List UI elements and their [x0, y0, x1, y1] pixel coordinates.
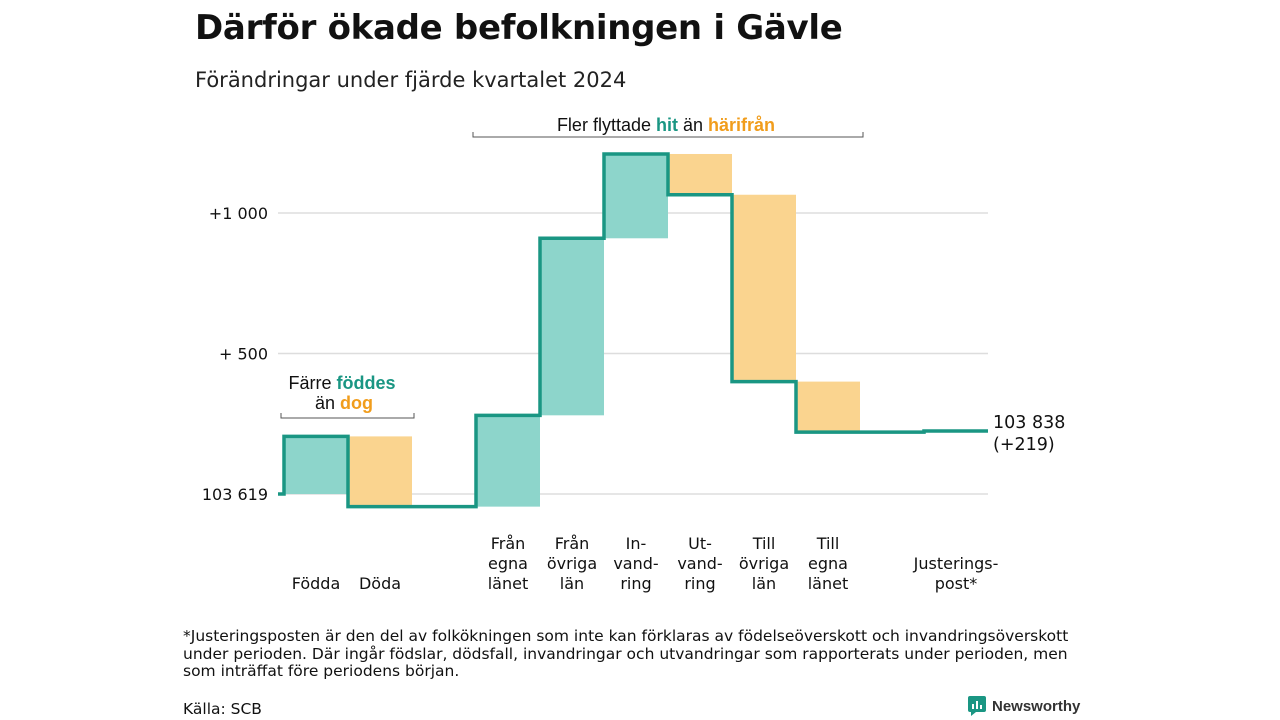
- chart-title: Därför ökade befolkningen i Gävle: [195, 8, 843, 48]
- category-label: länet: [808, 574, 849, 593]
- category-label: post*: [935, 574, 978, 593]
- annotation-migration: Fler flyttade hit än härifrån: [557, 115, 775, 135]
- waterfall-bar: [668, 153, 732, 195]
- newsworthy-logo-icon: [968, 696, 986, 716]
- y-tick-label: +1 000: [209, 204, 268, 223]
- category-label: län: [752, 574, 776, 593]
- newsworthy-logo: Newsworthy: [968, 696, 1080, 716]
- annotation-births-bracket: [280, 413, 415, 419]
- category-label: övriga: [739, 554, 789, 573]
- footnote: *Justeringsposten är den del av folkökni…: [183, 627, 1069, 680]
- category-label: län: [560, 574, 584, 593]
- category-label: Döda: [359, 574, 401, 593]
- waterfall-bar: [732, 194, 796, 382]
- waterfall-bar: [476, 415, 540, 507]
- category-label: ring: [620, 574, 651, 593]
- category-label: övriga: [547, 554, 597, 573]
- y-tick-label: 103 619: [202, 485, 268, 504]
- annotation-migration-bracket: [472, 132, 864, 138]
- waterfall-bar: [796, 381, 860, 433]
- category-label: Ut-: [688, 534, 712, 553]
- category-label: Från: [491, 534, 526, 553]
- category-label: Justerings-: [913, 554, 999, 573]
- category-label: ring: [684, 574, 715, 593]
- chart-subtitle: Förändringar under fjärde kvartalet 2024: [195, 68, 627, 92]
- annotation-births-line1: Färre föddes: [288, 373, 395, 393]
- category-label: vand-: [677, 554, 722, 573]
- category-label: egna: [488, 554, 528, 573]
- category-label: länet: [488, 574, 529, 593]
- waterfall-bar: [604, 153, 668, 239]
- category-label: Till: [816, 534, 840, 553]
- brand-name: Newsworthy: [992, 697, 1081, 715]
- category-label: Födda: [292, 574, 341, 593]
- category-label: egna: [808, 554, 848, 573]
- waterfall-bar: [284, 436, 348, 494]
- y-tick-label: + 500: [219, 345, 268, 364]
- end-value-label: 103 838: [993, 413, 1065, 433]
- waterfall-bar: [348, 436, 412, 507]
- waterfall-bar: [540, 238, 604, 416]
- category-label: Från: [555, 534, 590, 553]
- source-label: Källa: SCB: [183, 700, 262, 718]
- waterfall-step-line: [278, 152, 988, 509]
- category-label: In-: [626, 534, 647, 553]
- annotation-births-line2: än dog: [315, 393, 373, 413]
- category-label: vand-: [613, 554, 658, 573]
- end-value-label: (+219): [993, 435, 1055, 455]
- category-label: Till: [752, 534, 776, 553]
